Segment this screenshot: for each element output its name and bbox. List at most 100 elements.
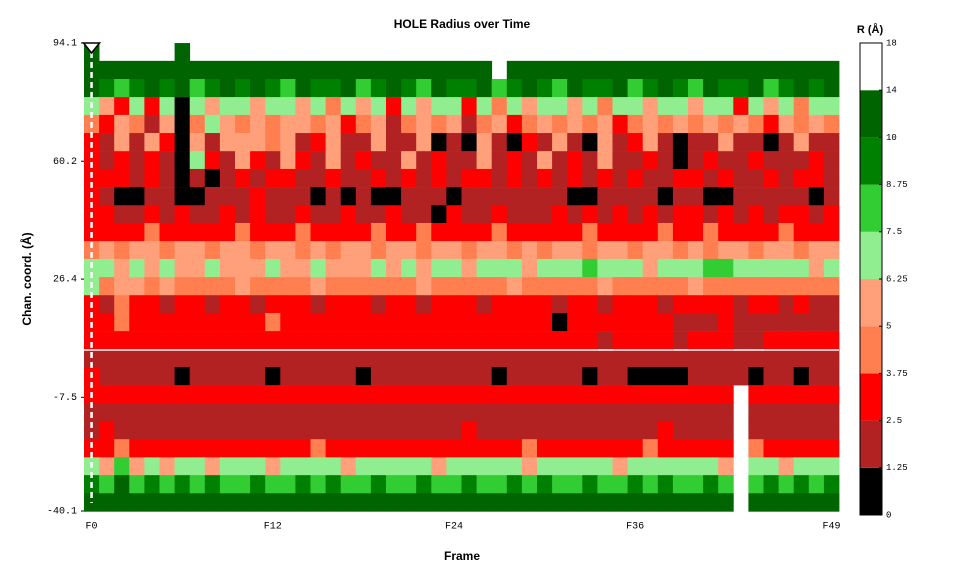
heatmap-cell	[778, 168, 795, 188]
heatmap-cell	[823, 312, 840, 332]
heatmap-cell	[204, 133, 221, 152]
colorbar-tick-label: 7.5	[886, 227, 902, 237]
heatmap-cell	[174, 205, 191, 224]
heatmap-cell	[401, 367, 417, 386]
heatmap-cell	[325, 385, 342, 404]
heatmap-cell	[355, 258, 372, 278]
heatmap-cell	[748, 258, 764, 278]
heatmap-cell	[597, 97, 613, 116]
heatmap-cell	[657, 151, 674, 170]
heatmap-cell	[506, 258, 523, 278]
heatmap-cell	[567, 97, 583, 116]
heatmap-cell	[521, 258, 538, 278]
heatmap-cell	[748, 78, 764, 98]
heatmap-cell	[250, 97, 266, 116]
heatmap-cell	[657, 258, 674, 278]
heatmap-cell	[537, 385, 553, 404]
heatmap-cell	[219, 168, 236, 188]
heatmap-cell	[521, 187, 538, 206]
heatmap-cell	[250, 421, 266, 440]
heatmap-cell	[718, 151, 734, 170]
heatmap-cell	[129, 151, 145, 170]
heatmap-cell	[431, 187, 447, 206]
heatmap-cell	[718, 78, 734, 98]
heatmap-cell	[295, 295, 311, 314]
heatmap-cell	[355, 241, 372, 260]
heatmap-cell	[627, 493, 644, 512]
heatmap-cell	[386, 78, 402, 98]
heatmap-cell	[159, 312, 175, 332]
heatmap-cell	[235, 187, 251, 206]
heatmap-cell	[340, 439, 357, 458]
heatmap-cell	[703, 457, 719, 476]
heatmap-cell	[114, 295, 130, 314]
heatmap-cell	[310, 187, 326, 206]
heatmap-cell	[386, 367, 402, 386]
heatmap-cell	[280, 187, 296, 206]
heatmap-cell	[446, 421, 462, 440]
heatmap-cell	[778, 133, 795, 152]
heatmap-cell	[144, 457, 160, 476]
heatmap-cell	[295, 78, 311, 98]
heatmap-cell	[733, 187, 749, 206]
heatmap-cell	[567, 60, 583, 80]
heatmap-cell	[431, 331, 447, 350]
heatmap-cell	[627, 151, 644, 170]
heatmap-cell	[808, 168, 825, 188]
heatmap-cell	[476, 312, 493, 332]
heatmap-cell	[627, 349, 644, 368]
heatmap-cell	[506, 331, 523, 350]
heatmap-cell	[763, 114, 779, 134]
heatmap-cell	[280, 493, 296, 512]
heatmap-cell	[461, 475, 477, 494]
heatmap-cell	[159, 439, 175, 458]
heatmap-cell	[506, 385, 523, 404]
heatmap-cell	[823, 97, 840, 116]
heatmap-cell	[84, 421, 100, 440]
heatmap-cell	[552, 168, 568, 188]
heatmap-cell	[370, 367, 387, 386]
heatmap-cell	[174, 187, 191, 206]
heatmap-cell	[250, 241, 266, 260]
heatmap-cell	[340, 187, 357, 206]
heatmap-cell	[491, 133, 508, 152]
heatmap-cell	[763, 403, 779, 422]
heatmap-cell	[552, 60, 568, 80]
heatmap-cell	[386, 349, 402, 368]
heatmap-cell	[627, 241, 644, 260]
heatmap-cell	[491, 385, 508, 404]
heatmap-cell	[325, 493, 342, 512]
heatmap-cell	[431, 403, 447, 422]
heatmap-cell	[295, 421, 311, 440]
heatmap-cell	[144, 133, 160, 152]
heatmap-cell	[672, 187, 689, 206]
y-tick-label: -7.5	[53, 393, 77, 404]
heatmap-cell	[280, 457, 296, 476]
heatmap-cell	[808, 133, 825, 152]
heatmap-cell	[582, 331, 598, 350]
heatmap-cell	[99, 114, 115, 134]
heatmap-cell	[552, 421, 568, 440]
heatmap-cell	[733, 223, 749, 242]
heatmap-cell	[567, 421, 583, 440]
heatmap-cell	[627, 60, 644, 80]
heatmap-cell	[823, 295, 840, 314]
heatmap-cell	[763, 151, 779, 170]
heatmap-cell	[84, 151, 100, 170]
heatmap-cell	[114, 258, 130, 278]
heatmap-cell	[657, 241, 674, 260]
heatmap-cell	[793, 241, 810, 260]
heatmap-cell	[823, 349, 840, 368]
heatmap-cell	[189, 151, 206, 170]
heatmap-cell	[733, 241, 749, 260]
colorbar-swatch	[860, 420, 882, 468]
heatmap-cell	[99, 295, 115, 314]
heatmap-cell	[552, 457, 568, 476]
heatmap-cell	[416, 114, 432, 134]
heatmap-cell	[552, 97, 568, 116]
heatmap-cell	[431, 385, 447, 404]
heatmap-cell	[129, 241, 145, 260]
heatmap-cell	[401, 168, 417, 188]
heatmap-cell	[642, 439, 659, 458]
heatmap-cell	[416, 439, 432, 458]
